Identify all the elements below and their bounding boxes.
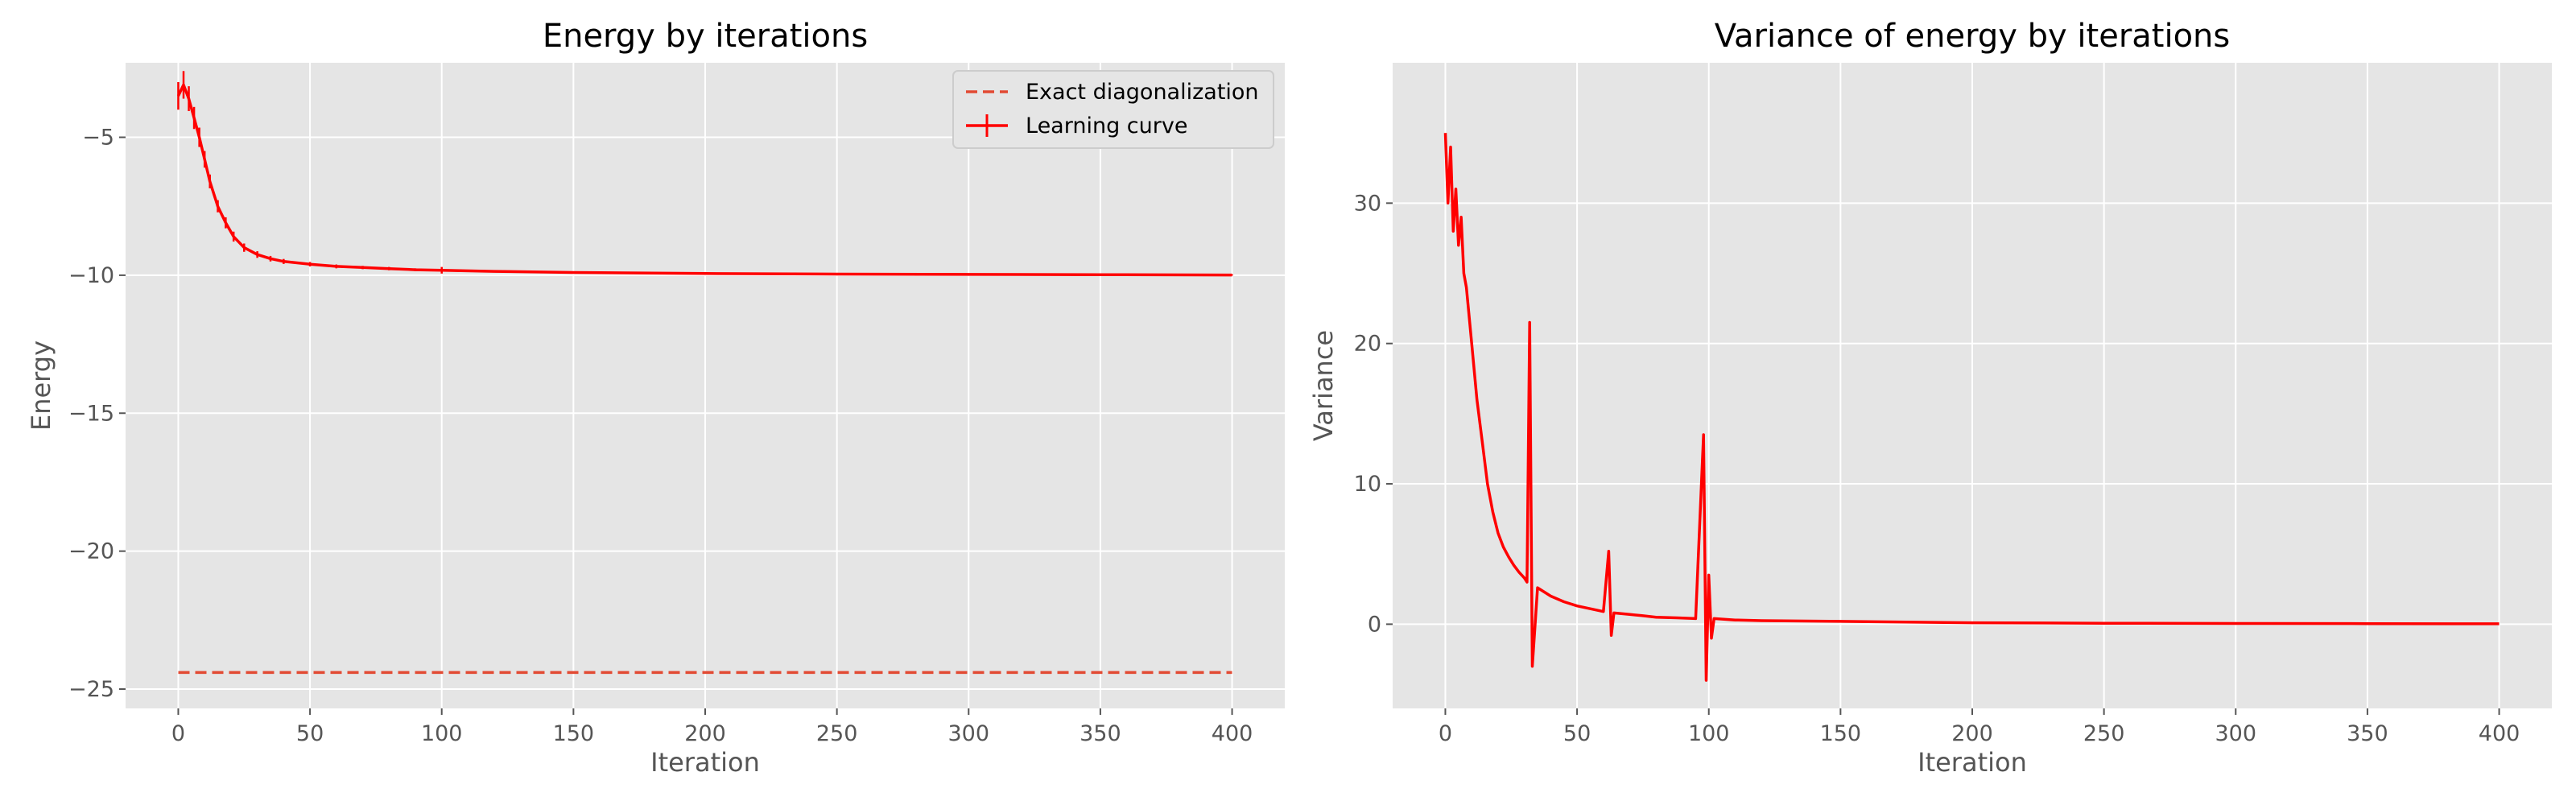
variance-chart: 0 50 100 150 200 250 300 350 400 0 10 20 30 Variance…	[1308, 18, 2552, 778]
x-tick-label: 150	[553, 721, 595, 746]
energy-ylabel: Energy	[26, 341, 56, 431]
y-tick-label: 20	[1354, 332, 1381, 357]
variance-series	[1443, 133, 2500, 682]
y-tick-label: −15	[68, 401, 114, 426]
variance-xlabel: Iteration	[1918, 747, 2027, 778]
x-tick-label: 100	[421, 721, 463, 746]
x-tick-label: 150	[1820, 721, 1862, 746]
variance-title: Variance of energy by iterations	[1715, 18, 2230, 55]
x-tick-label: 200	[1951, 721, 1993, 746]
x-tick-label: 250	[2083, 721, 2125, 746]
series-line	[1443, 133, 2500, 682]
energy-xlabel: Iteration	[650, 747, 760, 778]
legend-exact-diagonalization-label: Exact diagonalization	[1026, 80, 1259, 105]
x-tick-label: 400	[1212, 721, 1253, 746]
y-tick-label: −10	[68, 263, 114, 288]
y-tick-label: −20	[68, 539, 114, 564]
variance-ylabel: Variance	[1308, 330, 1339, 441]
y-tick-label: −25	[68, 677, 114, 702]
x-tick-label: 350	[2347, 721, 2388, 746]
x-tick-label: 50	[1563, 721, 1591, 746]
x-tick-label: 200	[684, 721, 726, 746]
energy-title: Energy by iterations	[543, 18, 868, 55]
energy-series	[176, 71, 1233, 675]
x-tick-label: 350	[1080, 721, 1121, 746]
energy-legend-frame	[952, 70, 1274, 149]
x-tick-label: 250	[816, 721, 858, 746]
legend-learning-curve-label: Learning curve	[1026, 114, 1187, 138]
x-tick-label: 400	[2479, 721, 2520, 746]
x-tick-label: 300	[2215, 721, 2256, 746]
x-tick-label: 50	[296, 721, 324, 746]
variance-ticks: 0 50 100 150 200 250 300 350 400 0 10 20 30	[1354, 191, 2520, 746]
x-tick-label: 0	[1439, 721, 1452, 746]
x-tick-label: 100	[1688, 721, 1730, 746]
energy-grid	[126, 63, 1285, 708]
x-tick-label: 300	[947, 721, 989, 746]
y-tick-label: 10	[1354, 472, 1381, 497]
y-tick-label: 30	[1354, 191, 1381, 216]
energy-chart: 0 50 100 150 200 250 300 350 400 −25 −20 −15 −10 −5 E…	[26, 18, 1285, 778]
y-tick-label: 0	[1368, 612, 1381, 637]
y-tick-label: −5	[82, 126, 114, 151]
energy-legend: Exact diagonalization Learning curve	[952, 70, 1274, 149]
x-tick-label: 0	[171, 721, 185, 746]
energy-ticks: 0 50 100 150 200 250 300 350 400 −25 −20 −15 −10 −5	[68, 126, 1253, 746]
